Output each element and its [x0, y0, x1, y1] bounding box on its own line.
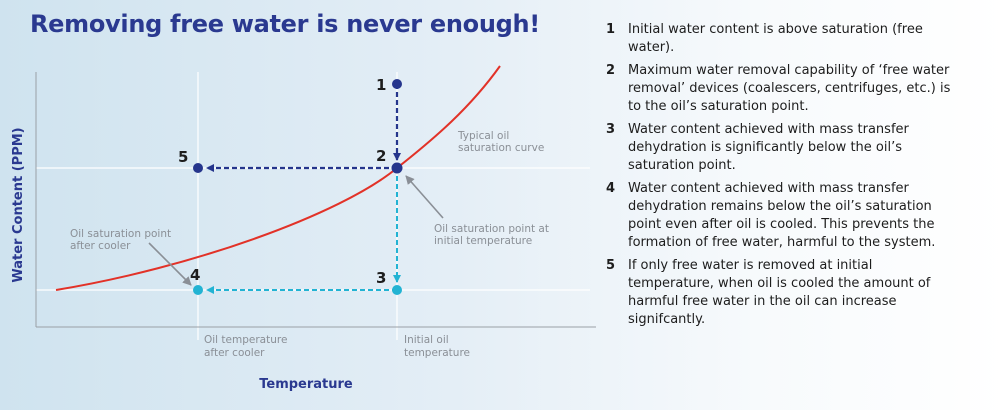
note-item: 1 Initial water content is above saturati… [606, 21, 956, 57]
water-saturation-diagram: 1 2 3 4 5 Typical oil saturation curve O… [11, 65, 596, 392]
note-text: If only free water is removed at initial… [628, 258, 931, 327]
point-5 [193, 163, 203, 173]
note-item: 3 Water content achieved with mass transf… [606, 121, 956, 175]
point-label-3: 3 [376, 269, 386, 287]
point-1 [392, 79, 402, 89]
pointer-initial-saturation [405, 175, 444, 219]
point-label-4: 4 [190, 266, 200, 284]
point-2 [391, 162, 403, 174]
note-number: 1 [606, 22, 616, 37]
point-label-1: 1 [376, 76, 386, 94]
note-item: 2 Maximum water removal capability of ‘fr… [606, 62, 956, 116]
note-number: 2 [606, 63, 616, 78]
note-item: 4 Water content achieved with mass transf… [606, 180, 956, 252]
saturation-curve [55, 65, 501, 291]
note-number: 3 [606, 122, 616, 137]
point-label-5: 5 [178, 148, 188, 166]
note-item: 5 If only free water is removed at initia… [606, 257, 956, 329]
page-title: Removing free water is never enough! [30, 10, 540, 38]
cooler-saturation-annotation: Oil saturation point after cooler [70, 228, 174, 252]
x-tick-label-initial: Initial oil temperature [404, 334, 470, 359]
initial-saturation-annotation: Oil saturation point at initial temperat… [434, 223, 552, 247]
point-4 [193, 285, 203, 295]
note-text: Water content achieved with mass transfe… [628, 181, 936, 250]
note-number: 4 [606, 181, 616, 196]
note-text: Water content achieved with mass transfe… [628, 122, 909, 173]
note-number: 5 [606, 258, 616, 273]
curve-annotation: Typical oil saturation curve [457, 130, 544, 154]
x-tick-label-cooler: Oil temperature after cooler [204, 334, 291, 359]
y-axis-title: Water Content (PPM) [11, 127, 26, 282]
note-text: Initial water content is above saturatio… [628, 22, 923, 55]
x-axis-title: Temperature [259, 377, 353, 392]
point-3 [392, 285, 402, 295]
point-label-2: 2 [376, 147, 386, 165]
pointer-cooler-saturation [148, 242, 192, 286]
note-text: Maximum water removal capability of ‘fre… [628, 63, 951, 114]
notes-list: 1 Initial water content is above saturati… [606, 21, 956, 334]
